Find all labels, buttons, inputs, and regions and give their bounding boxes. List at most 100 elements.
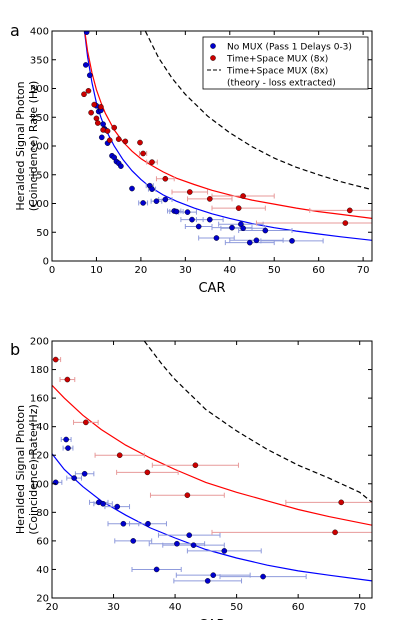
data-point-mux — [338, 499, 345, 506]
data-point-mux — [115, 136, 122, 142]
data-point-no-mux — [140, 200, 146, 206]
data-point-mux — [184, 492, 191, 499]
y-tick-label: 140 — [30, 422, 49, 433]
data-point-no-mux — [149, 186, 155, 192]
data-point-no-mux — [289, 238, 295, 244]
y-tick-label: 100 — [30, 479, 49, 490]
legend-box — [202, 36, 369, 90]
plot-area — [52, 341, 372, 584]
data-point-mux — [116, 452, 123, 459]
x-tick-label: 70 — [357, 265, 370, 276]
data-point-mux — [144, 469, 151, 476]
data-point-no-mux — [65, 445, 71, 451]
data-point-no-mux — [184, 209, 191, 215]
data-point-mux — [240, 193, 246, 199]
data-point-no-mux — [204, 578, 211, 584]
data-point-no-mux — [86, 72, 93, 79]
data-point-no-mux — [210, 572, 217, 578]
y-tick-label: 350 — [30, 55, 49, 66]
data-point-no-mux — [229, 224, 235, 231]
y-tick-label: 300 — [30, 84, 49, 95]
data-point-no-mux — [173, 208, 180, 215]
y-tick-label: 20 — [36, 594, 49, 605]
data-point-no-mux — [100, 121, 106, 127]
data-point-no-mux — [63, 436, 69, 443]
data-point-no-mux — [189, 216, 195, 223]
y-axis-label-line: (Coincidence) Rate (Hz) — [27, 81, 40, 212]
x-tick-label: 50 — [268, 265, 281, 276]
legend-label: Time+Space MUX (8x) — [226, 55, 328, 65]
legend-label: No MUX (Pass 1 Delays 0-3) — [227, 43, 352, 53]
data-point-no-mux — [162, 196, 169, 203]
data-point-mux — [162, 175, 169, 182]
y-tick-label: 200 — [30, 142, 49, 153]
data-point-mux — [83, 419, 89, 426]
fit-curve — [52, 453, 372, 582]
data-point-no-mux — [262, 227, 269, 234]
data-point-no-mux — [82, 62, 89, 68]
y-tick-label: 50 — [36, 228, 49, 239]
data-point-no-mux — [145, 520, 151, 527]
data-point-no-mux — [153, 566, 160, 573]
x-tick-label: 40 — [223, 265, 236, 276]
data-point-mux — [81, 91, 87, 98]
data-point-no-mux — [118, 163, 124, 169]
data-point-mux — [206, 196, 213, 202]
data-point-mux — [98, 104, 104, 110]
data-point-mux — [52, 356, 59, 363]
y-axis-label-line: Heralded Signal Photon — [14, 81, 27, 210]
x-tick-label: 70 — [353, 602, 366, 613]
data-point-mux — [85, 88, 92, 94]
data-point-no-mux — [246, 239, 253, 246]
data-point-no-mux — [186, 532, 193, 538]
data-point-no-mux — [206, 216, 213, 223]
data-point-mux — [342, 220, 349, 226]
data-point-no-mux — [240, 225, 246, 232]
y-tick-label: 400 — [30, 27, 49, 38]
y-axis-label-line: Heralded Signal Photon — [14, 405, 27, 534]
legend-label: Time+Space MUX (8x) — [226, 67, 328, 77]
data-point-no-mux — [100, 500, 106, 507]
data-point-no-mux — [71, 475, 77, 481]
y-tick-label: 60 — [36, 536, 49, 547]
data-point-mux — [192, 462, 199, 469]
y-tick-label: 100 — [30, 199, 49, 210]
y-tick-label: 40 — [36, 565, 49, 576]
data-point-no-mux — [129, 185, 135, 192]
y-tick-label: 250 — [30, 113, 49, 124]
data-point-no-mux — [190, 542, 197, 548]
panel-letter: a — [10, 21, 20, 40]
y-tick-label: 160 — [30, 394, 49, 405]
x-axis-label: CAR — [198, 618, 225, 620]
data-point-mux — [104, 128, 111, 134]
data-point-mux — [91, 101, 98, 108]
data-point-no-mux — [130, 538, 137, 544]
x-tick-label: 30 — [179, 265, 192, 276]
x-tick-label: 30 — [107, 602, 120, 613]
legend-label: (theory - loss extracted) — [227, 79, 336, 89]
x-tick-label: 60 — [292, 602, 305, 613]
data-point-mux — [94, 120, 101, 126]
y-tick-label: 200 — [30, 337, 49, 348]
data-point-mux — [137, 139, 143, 146]
fit-curve — [52, 384, 372, 526]
data-point-no-mux — [120, 520, 127, 527]
data-point-mux — [346, 207, 353, 214]
y-tick-label: 80 — [36, 508, 49, 519]
y-tick-label: 150 — [30, 170, 49, 181]
y-tick-label: 120 — [30, 451, 49, 462]
x-tick-label: 20 — [135, 265, 148, 276]
data-point-no-mux — [153, 198, 160, 204]
x-tick-label: 40 — [169, 602, 182, 613]
data-point-no-mux — [195, 223, 202, 230]
y-tick-label: 0 — [43, 257, 49, 268]
data-point-no-mux — [114, 503, 121, 510]
data-point-mux — [149, 159, 155, 165]
theory-curve — [143, 341, 372, 503]
panel-b: b 20 30 40 50 60 70 20 40 60 80 100 120 140 160 180 200 C… — [10, 337, 373, 620]
data-point-no-mux — [260, 573, 266, 580]
data-point-mux — [186, 189, 193, 195]
x-tick-label: 10 — [90, 265, 103, 276]
x-tick-label: 50 — [230, 602, 243, 613]
